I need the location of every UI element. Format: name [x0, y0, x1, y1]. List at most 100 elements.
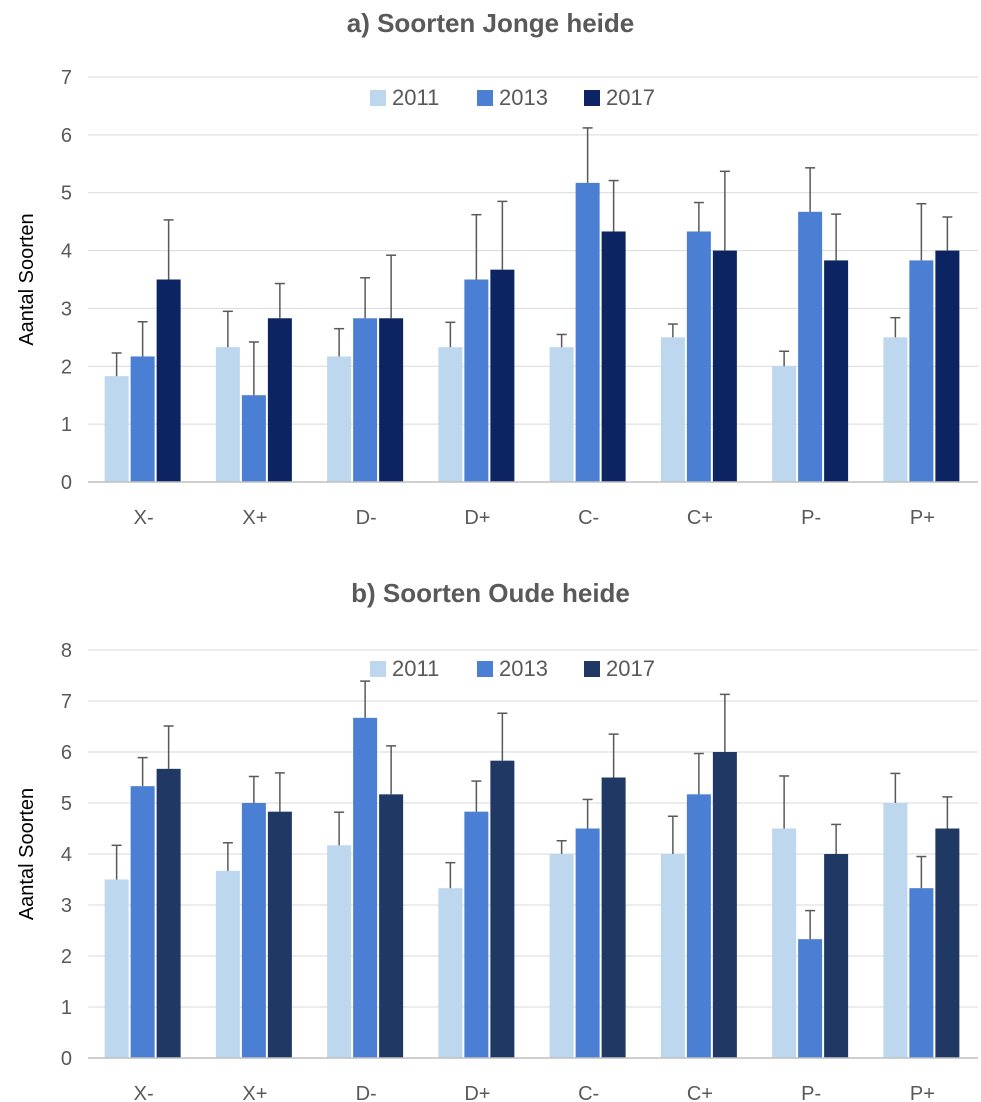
- bar: [267, 318, 292, 482]
- y-tick-label: 5: [61, 183, 72, 205]
- y-tick-label: 7: [61, 67, 72, 89]
- x-tick-label: D+: [464, 507, 490, 529]
- bar: [660, 337, 685, 482]
- x-tick-label: C-: [578, 1083, 599, 1102]
- bar: [490, 760, 515, 1058]
- y-tick-label: 3: [61, 895, 72, 917]
- bar: [686, 231, 711, 482]
- bar: [438, 347, 463, 482]
- legend-swatch: [477, 661, 493, 677]
- bar: [824, 260, 849, 482]
- x-tick-label: P+: [910, 507, 935, 529]
- y-tick-label: 8: [61, 640, 72, 662]
- bar: [575, 828, 600, 1058]
- x-tick-label: P+: [910, 1083, 935, 1102]
- x-tick-label: D+: [464, 1083, 490, 1102]
- bar: [130, 356, 155, 482]
- bar: [772, 366, 797, 482]
- bar: [909, 888, 934, 1058]
- legend-swatch: [477, 90, 493, 106]
- bar: [104, 376, 129, 482]
- bar: [130, 786, 155, 1058]
- bar: [935, 828, 960, 1058]
- y-tick-label: 2: [61, 946, 72, 968]
- y-tick-label: 5: [61, 793, 72, 815]
- bar: [379, 794, 404, 1058]
- x-tick-label: D-: [356, 1083, 377, 1102]
- bar: [712, 752, 737, 1058]
- legend-swatch: [370, 661, 386, 677]
- legend-label: 2013: [499, 85, 548, 110]
- y-tick-label: 4: [61, 241, 72, 263]
- bar: [490, 269, 515, 482]
- bar: [575, 182, 600, 482]
- bar: [241, 395, 266, 482]
- bar: [156, 768, 181, 1058]
- chart-title: a) Soorten Jonge heide: [346, 8, 635, 38]
- bar: [601, 777, 626, 1058]
- legend-label: 2011: [392, 85, 439, 110]
- x-tick-label: X-: [134, 1083, 154, 1102]
- bar: [156, 279, 181, 482]
- chart-svg-a: 0 1 2 3 4 5 6 7 Aantal Soorten 2011 2013 2017 X- X+ D-…: [16, 67, 978, 529]
- bar: [660, 854, 685, 1058]
- y-axis-label: Aantal Soorten: [16, 788, 38, 920]
- y-tick-label: 3: [61, 298, 72, 320]
- legend-swatch: [584, 90, 600, 106]
- bar: [353, 318, 378, 482]
- x-tick-label: C+: [687, 1083, 713, 1102]
- legend-swatch: [584, 661, 600, 677]
- bar: [798, 939, 823, 1058]
- bar: [686, 794, 711, 1058]
- chart-svg-b: 0 1 2 3 4 5 6 7 8 Aantal Soorten 2011 2013 2017 X- X+ D…: [16, 640, 978, 1102]
- y-tick-label: 6: [61, 125, 72, 147]
- x-tick-label: C-: [578, 507, 599, 529]
- y-tick-label: 0: [61, 1048, 72, 1070]
- bar: [464, 811, 489, 1058]
- bar: [909, 260, 934, 482]
- bar: [327, 845, 352, 1058]
- y-tick-label: 1: [61, 997, 72, 1019]
- bar: [327, 356, 352, 482]
- bar: [379, 318, 404, 482]
- chart-panel-a: a) Soorten Jonge heide 0 1 2 3 4 5 6 7 Aantal So…: [0, 0, 981, 550]
- bar: [883, 337, 908, 482]
- y-axis-label: Aantal Soorten: [16, 213, 38, 345]
- y-tick-label: 7: [61, 691, 72, 713]
- bar: [772, 828, 797, 1058]
- bar: [883, 803, 908, 1058]
- bar: [798, 211, 823, 483]
- x-tick-label: X-: [134, 507, 154, 529]
- x-tick-label: X+: [242, 1083, 267, 1102]
- legend-label: 2011: [392, 656, 439, 681]
- chart-title: b) Soorten Oude heide: [351, 578, 630, 608]
- bar: [267, 811, 292, 1058]
- bar: [601, 231, 626, 482]
- x-tick-label: X+: [242, 507, 267, 529]
- bar: [549, 347, 574, 482]
- bar: [241, 803, 266, 1058]
- bar: [935, 250, 960, 482]
- y-tick-label: 4: [61, 844, 72, 866]
- bar: [549, 854, 574, 1058]
- legend-swatch: [370, 90, 386, 106]
- bar: [104, 879, 129, 1058]
- bar: [215, 870, 240, 1058]
- x-tick-label: P-: [801, 507, 821, 529]
- legend-label: 2013: [499, 656, 548, 681]
- y-tick-label: 6: [61, 742, 72, 764]
- x-tick-label: D-: [356, 507, 377, 529]
- y-tick-label: 0: [61, 472, 72, 494]
- bar: [712, 250, 737, 482]
- x-tick-label: C+: [687, 507, 713, 529]
- y-tick-label: 1: [61, 414, 72, 436]
- bar: [215, 347, 240, 482]
- chart-panel-b: b) Soorten Oude heide 0 1 2 3 4 5 6 7 8 Aantal So…: [0, 570, 981, 1102]
- legend-label: 2017: [606, 656, 655, 681]
- legend-label: 2017: [606, 85, 655, 110]
- bar: [353, 717, 378, 1058]
- bar: [824, 854, 849, 1058]
- bar: [438, 888, 463, 1058]
- y-tick-label: 2: [61, 356, 72, 378]
- bar: [464, 279, 489, 482]
